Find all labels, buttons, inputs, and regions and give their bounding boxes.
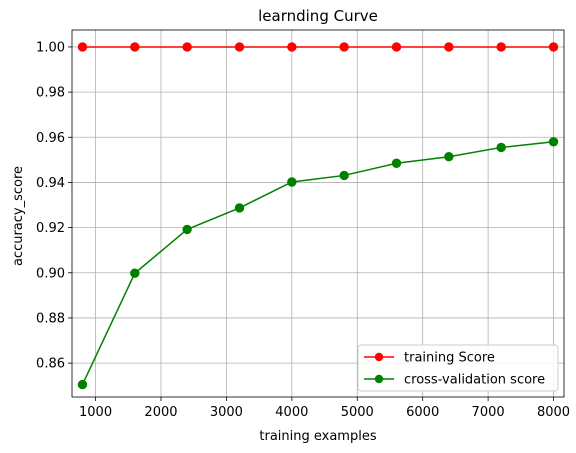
chart-title: learnding Curve: [258, 7, 378, 25]
y-tick-label: 0.96: [36, 131, 65, 146]
series-1-point: [130, 42, 140, 52]
series-1-point: [339, 42, 349, 52]
series-2-point: [339, 170, 349, 181]
x-tick-label: 8000: [537, 405, 570, 420]
axes-background: [72, 30, 564, 397]
y-tick-label: 1.00: [36, 40, 65, 55]
legend-label-1: training Score: [404, 351, 495, 366]
series-1-point: [548, 42, 559, 52]
x-tick-label: 1000: [79, 405, 112, 420]
x-tick-label: 6000: [406, 405, 439, 420]
x-tick-label: 2000: [144, 405, 177, 420]
series-2-point: [130, 268, 140, 278]
series-2-point: [234, 203, 245, 213]
legend-marker-2: [374, 374, 384, 384]
y-tick-label: 0.94: [36, 176, 65, 191]
series-1-point: [182, 42, 192, 52]
series-1-point: [234, 42, 245, 52]
series-2-point: [77, 379, 88, 390]
series-1-point: [496, 42, 506, 52]
series-2-point: [444, 151, 454, 162]
plot-area: 1000 2000 3000 4000 5000 6000 7000 8000 0.86 0.88…: [36, 29, 570, 420]
series-1-point: [287, 42, 297, 52]
series-2-point: [287, 177, 297, 187]
series-1-point: [391, 42, 402, 52]
legend-marker-1: [374, 352, 384, 362]
series-line-2: [81, 141, 554, 385]
legend: training Score cross-validation score: [357, 344, 559, 392]
x-tick-label: 4000: [275, 405, 308, 420]
y-tick-label: 0.88: [36, 311, 65, 326]
y-tick-label: 0.86: [36, 357, 65, 372]
series-2-point: [548, 137, 559, 147]
legend-box: [357, 344, 559, 392]
y-tick-label: 0.92: [36, 221, 65, 236]
series-1-point: [77, 42, 88, 52]
series-2-point: [391, 158, 402, 168]
x-tick-label: 7000: [472, 405, 505, 420]
y-tick-label: 0.90: [36, 266, 65, 281]
x-axis-label: training examples: [259, 429, 376, 444]
axes-frame: [71, 29, 565, 398]
series-2-point: [496, 142, 506, 153]
x-tick-label: 3000: [210, 405, 243, 420]
legend-label-2: cross-validation score: [404, 373, 545, 388]
series-1-point: [444, 42, 454, 52]
y-axis-label: accuracy_score: [11, 166, 26, 266]
x-tick-label: 5000: [341, 405, 374, 420]
y-tick-label: 0.98: [36, 86, 65, 101]
series-2-point: [182, 224, 192, 235]
